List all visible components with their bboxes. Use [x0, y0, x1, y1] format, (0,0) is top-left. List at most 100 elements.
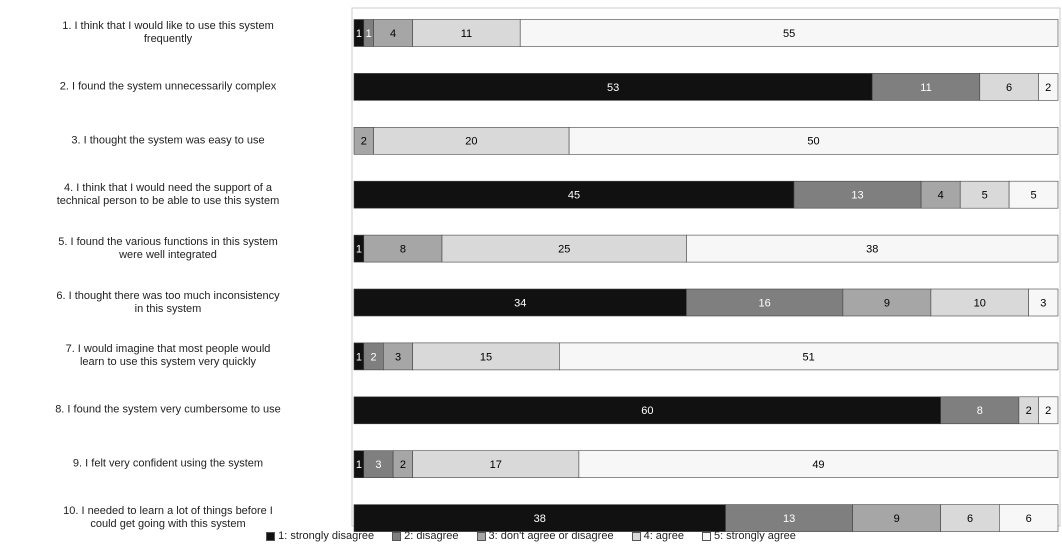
data-label: 20: [465, 136, 477, 148]
data-label: 13: [851, 190, 863, 202]
bar-segment: [871, 73, 981, 101]
category-label: 7. I would imagine that most people woul…: [65, 343, 271, 369]
legend-label: 5: strongly agree: [713, 530, 796, 542]
data-label: 49: [812, 459, 824, 471]
data-label: 25: [558, 244, 570, 256]
data-label: 9: [884, 297, 890, 309]
data-label: 4: [938, 190, 944, 202]
bar-segment: [373, 19, 413, 47]
bar-segment: [383, 342, 413, 371]
category-label: 8. I found the system very cumbersome to…: [55, 403, 281, 416]
bar-segment: [363, 450, 394, 479]
data-label: 2: [400, 459, 406, 471]
data-label: 1: [356, 351, 362, 363]
data-label: 51: [803, 351, 815, 363]
data-label: 45: [568, 190, 580, 202]
category-label: 2. I found the system unnecessarily comp…: [59, 80, 277, 93]
data-label: 55: [783, 28, 795, 40]
data-label: 4: [390, 28, 396, 40]
data-label: 6: [1026, 513, 1032, 525]
data-label: 5: [982, 190, 988, 202]
legend-item: 1: strongly disagree: [266, 530, 374, 542]
bar-segment: [999, 504, 1059, 532]
legend-item: 4: agree: [631, 530, 684, 542]
data-label: 10: [974, 297, 986, 309]
bar-segment: [1008, 180, 1059, 209]
category-label: 5. I found the various functions in this…: [58, 235, 278, 261]
data-label: 38: [866, 244, 878, 256]
data-label: 9: [894, 513, 900, 525]
bar-segment: [353, 73, 873, 101]
bar-segment: [1038, 396, 1059, 425]
bar-segment: [568, 127, 1059, 155]
legend: 1: strongly disagree 2: disagree 3: don't …: [0, 530, 1062, 542]
data-label: 1: [356, 459, 362, 471]
bar-segment: [353, 288, 687, 317]
legend-swatch: [392, 531, 402, 541]
bar-segment: [412, 342, 560, 371]
legend-label: 3: don't agree or disagree: [488, 530, 614, 542]
legend-label: 1: strongly disagree: [278, 530, 375, 542]
data-label: 13: [783, 513, 795, 525]
bar-segment: [940, 396, 1020, 425]
bar-segment: [578, 450, 1059, 479]
legend-swatch: [701, 531, 711, 541]
legend-item: 3: don't agree or disagree: [476, 530, 614, 542]
bar-segment: [852, 504, 941, 532]
data-label: 2: [1026, 405, 1032, 417]
bar-segment: [441, 234, 687, 263]
data-label: 2: [361, 136, 367, 148]
data-label: 1: [366, 28, 372, 40]
data-label: 1: [356, 28, 362, 40]
category-label: 9. I felt very confident using the syste…: [72, 457, 264, 470]
data-label: 17: [490, 459, 502, 471]
bar-segment: [373, 127, 570, 155]
legend-swatch: [266, 531, 276, 541]
legend-item: 5: strongly agree: [701, 530, 796, 542]
data-label: 3: [395, 351, 401, 363]
data-label: 6: [1006, 82, 1012, 94]
bar-segment: [363, 234, 443, 263]
legend-label: 2: disagree: [404, 530, 459, 542]
data-label: 8: [400, 244, 406, 256]
data-label: 11: [920, 82, 931, 94]
legend-swatch: [476, 531, 486, 541]
category-label: 6. I thought there was too much inconsis…: [56, 289, 280, 315]
data-label: 2: [1045, 405, 1051, 417]
bar-segment: [353, 180, 795, 209]
data-label: 5: [1030, 190, 1036, 202]
data-label: 3: [375, 459, 381, 471]
data-label: 8: [977, 405, 983, 417]
data-label: 2: [370, 351, 376, 363]
bar-segment: [686, 288, 844, 317]
category-label: 4. I think that I would need the support…: [56, 181, 280, 207]
data-label: 3: [1040, 297, 1046, 309]
data-label: 34: [514, 297, 526, 309]
bar-segment: [353, 396, 941, 425]
bar-segment: [559, 342, 1059, 371]
data-label: 53: [607, 82, 619, 94]
bar-segment: [842, 288, 932, 317]
data-label: 2: [1045, 82, 1051, 94]
category-label: 10. I needed to learn a lot of things be…: [63, 505, 273, 531]
data-label: 16: [759, 297, 771, 309]
data-label: 6: [967, 513, 973, 525]
bar-segment: [412, 450, 580, 479]
bar-segment: [959, 180, 1010, 209]
data-label: 60: [641, 405, 653, 417]
legend-label: 4: agree: [643, 530, 684, 542]
bar-segment: [519, 19, 1059, 47]
bar-segment: [1038, 73, 1059, 101]
category-label: 3. I thought the system was easy to use: [71, 134, 265, 147]
legend-swatch: [631, 531, 641, 541]
data-label: 11: [461, 28, 472, 40]
data-label: 38: [534, 513, 546, 525]
data-label: 1: [356, 244, 362, 256]
bar-segment: [1028, 288, 1059, 317]
bar-segment: [353, 504, 726, 532]
category-label: 1. I think that I would like to use this…: [62, 20, 274, 45]
bar-segment: [940, 504, 1000, 532]
data-label: 15: [480, 351, 492, 363]
